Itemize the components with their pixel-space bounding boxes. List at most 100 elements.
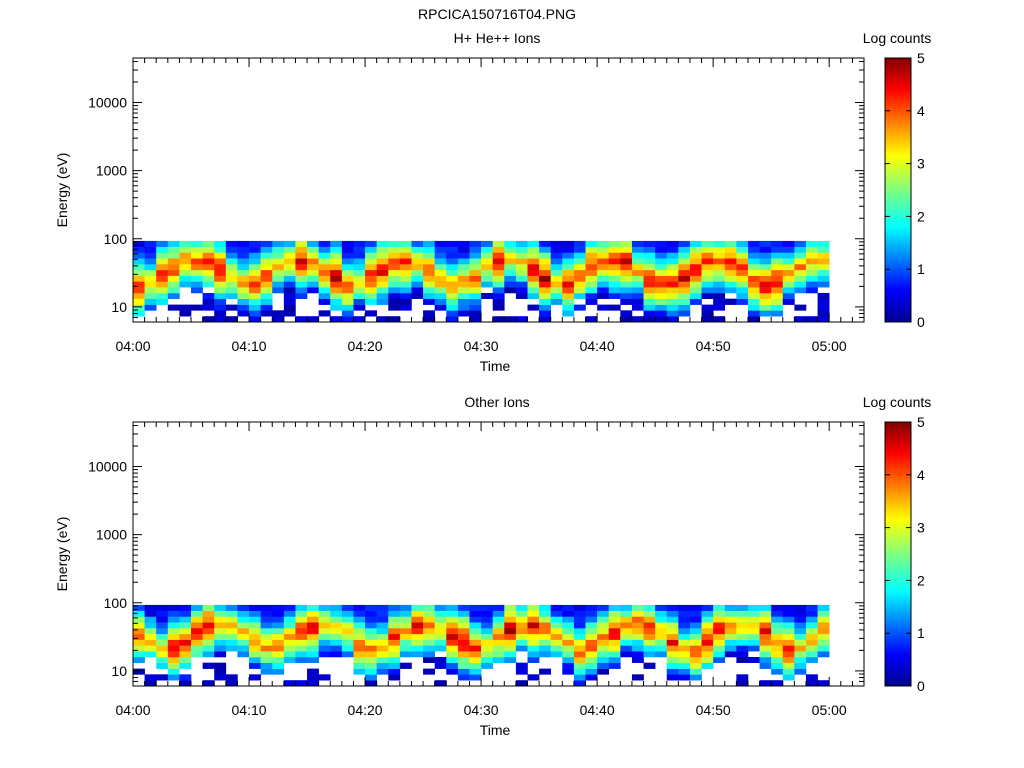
spectrogram-cell	[399, 622, 412, 629]
spectrogram-cell	[469, 645, 482, 652]
spectrogram-cell	[550, 269, 563, 276]
x-tick-label: 04:20	[348, 702, 383, 718]
spectrogram-cell	[225, 258, 238, 265]
spectrogram-cell	[539, 610, 552, 617]
spectrogram-cell	[736, 275, 749, 282]
colorbar-tick-label: 4	[917, 103, 925, 119]
spectrogram-cell	[794, 633, 807, 640]
spectrogram-cell	[701, 633, 714, 640]
spectrogram-cell	[539, 645, 552, 652]
spectrogram-cell	[492, 304, 505, 311]
spectrogram-cell	[353, 616, 366, 623]
spectrogram-cell	[504, 264, 517, 271]
spectrogram-cell	[713, 281, 726, 288]
spectrogram-cell	[736, 639, 749, 646]
spectrogram-cell	[353, 240, 366, 247]
spectrogram-cell	[202, 264, 215, 271]
spectrogram-cell	[225, 610, 238, 617]
spectrogram-cell	[399, 292, 412, 299]
spectrogram-cell	[144, 680, 157, 687]
spectrogram-cell	[550, 639, 563, 646]
spectrogram-cell	[191, 281, 203, 288]
spectrogram-cell	[295, 281, 308, 288]
spectrogram-cell	[283, 292, 296, 299]
spectrogram-cell	[341, 304, 354, 311]
spectrogram-cell	[794, 316, 807, 323]
spectrogram-cell	[689, 246, 702, 253]
spectrogram-cell	[272, 240, 285, 247]
spectrogram-cell	[782, 662, 795, 669]
spectrogram-cell	[481, 616, 493, 623]
spectrogram-cell	[550, 604, 563, 611]
spectrogram-cell	[504, 622, 517, 629]
spectrogram-cell	[202, 252, 215, 259]
spectrogram-cell	[237, 252, 250, 259]
spectrogram-cell	[249, 633, 261, 640]
spectrogram-cell	[678, 668, 691, 675]
spectrogram-cell	[759, 639, 772, 646]
spectrogram-cell	[666, 287, 679, 294]
spectrogram-cell	[608, 622, 621, 629]
spectrogram-cell	[446, 610, 459, 617]
spectrogram-cell	[434, 604, 447, 611]
spectrogram-cell	[771, 281, 784, 288]
spectrogram-cell	[771, 662, 784, 669]
spectrogram-cell	[144, 281, 157, 288]
x-tick-label: 04:10	[232, 702, 267, 718]
spectrogram-cell	[376, 240, 389, 247]
spectrogram-cell	[585, 275, 598, 282]
spectrogram-cell	[353, 258, 366, 265]
spectrogram-cell	[481, 240, 493, 247]
spectrogram-cell	[156, 633, 169, 640]
spectrogram-cell	[713, 604, 726, 611]
spectrogram-cell	[724, 281, 737, 288]
spectrogram-cell	[736, 258, 749, 265]
spectrogram-cell	[225, 316, 238, 323]
spectrogram-cell	[469, 281, 482, 288]
spectrogram-cell	[469, 628, 482, 635]
spectrogram-cell	[713, 258, 726, 265]
spectrogram-cell	[167, 622, 180, 629]
spectrogram-cell	[133, 616, 145, 623]
colorbar-gradient	[884, 421, 912, 687]
spectrogram-cell	[492, 633, 505, 640]
spectrogram-cell	[353, 651, 366, 658]
spectrogram-cell	[782, 674, 795, 681]
spectrogram-cell	[167, 604, 180, 611]
spectrogram-cell	[817, 310, 830, 317]
spectrogram-cell	[307, 628, 319, 635]
spectrogram-cell	[434, 639, 447, 646]
spectrogram-cell	[167, 628, 180, 635]
spectrogram-cell	[492, 316, 505, 323]
spectrogram-cell	[794, 287, 807, 294]
spectrogram-cell	[492, 281, 505, 288]
spectrogram-cell	[179, 252, 192, 259]
colorbar: Log counts 0 1 2 3 4 5	[863, 394, 932, 694]
spectrogram-cell	[585, 651, 598, 658]
spectrogram-cell	[713, 645, 726, 652]
spectrogram-cell	[434, 610, 447, 617]
spectrogram-cell	[805, 645, 818, 652]
spectrogram-cell	[457, 633, 470, 640]
spectrogram-cell	[133, 668, 145, 675]
spectrogram-cell	[237, 610, 250, 617]
spectrogram-cell	[573, 633, 586, 640]
spectrogram-cell	[341, 616, 354, 623]
spectrogram-cell	[249, 240, 261, 247]
x-tick-label: 04:50	[696, 702, 731, 718]
spectrogram-cell	[237, 292, 250, 299]
spectrogram-cell	[585, 622, 598, 629]
spectrogram-cell	[678, 604, 691, 611]
spectrogram-cell	[423, 258, 435, 265]
spectrogram-cell	[457, 298, 470, 305]
spectrogram-cell	[678, 633, 691, 640]
spectrogram-cell	[133, 298, 145, 305]
spectrogram-cell	[144, 610, 157, 617]
spectrogram-cell	[805, 281, 818, 288]
spectrogram-cell	[144, 622, 157, 629]
spectrogram-cell	[423, 639, 435, 646]
spectrogram-cell	[388, 252, 401, 259]
spectrogram-cell	[411, 292, 424, 299]
spectrogram-cell	[365, 287, 377, 294]
spectrogram-cell	[573, 292, 586, 299]
